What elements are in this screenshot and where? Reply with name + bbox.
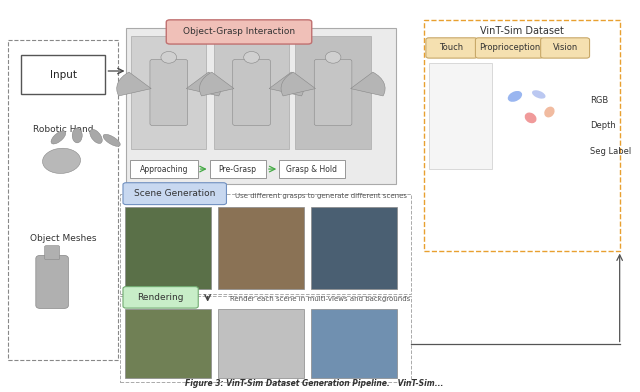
Ellipse shape bbox=[90, 129, 102, 143]
FancyBboxPatch shape bbox=[218, 207, 303, 289]
Ellipse shape bbox=[532, 90, 545, 99]
FancyBboxPatch shape bbox=[426, 38, 477, 58]
Ellipse shape bbox=[508, 91, 522, 102]
Text: Robotic Hand: Robotic Hand bbox=[33, 125, 93, 134]
FancyBboxPatch shape bbox=[20, 55, 106, 94]
FancyBboxPatch shape bbox=[314, 59, 352, 126]
FancyBboxPatch shape bbox=[209, 160, 266, 178]
FancyBboxPatch shape bbox=[123, 287, 198, 308]
Text: Object-Grasp Interaction: Object-Grasp Interaction bbox=[183, 27, 295, 36]
Text: Pre-Grasp: Pre-Grasp bbox=[219, 165, 257, 174]
FancyBboxPatch shape bbox=[279, 160, 345, 178]
FancyBboxPatch shape bbox=[166, 20, 312, 44]
Text: Scene Generation: Scene Generation bbox=[134, 189, 215, 198]
Text: Vision: Vision bbox=[552, 44, 578, 53]
FancyBboxPatch shape bbox=[45, 246, 60, 260]
FancyBboxPatch shape bbox=[541, 38, 589, 58]
FancyBboxPatch shape bbox=[311, 309, 397, 377]
FancyBboxPatch shape bbox=[125, 309, 211, 377]
Text: Touch: Touch bbox=[440, 44, 463, 53]
Ellipse shape bbox=[51, 131, 66, 144]
Wedge shape bbox=[351, 72, 385, 96]
Text: Proprioception: Proprioception bbox=[479, 44, 540, 53]
FancyBboxPatch shape bbox=[36, 255, 68, 309]
Ellipse shape bbox=[103, 134, 120, 146]
Text: Object Meshes: Object Meshes bbox=[30, 234, 97, 243]
Text: VinT-Sim Dataset: VinT-Sim Dataset bbox=[480, 26, 564, 36]
Text: Grasp & Hold: Grasp & Hold bbox=[286, 165, 337, 174]
FancyBboxPatch shape bbox=[125, 207, 211, 289]
Ellipse shape bbox=[42, 148, 81, 173]
Ellipse shape bbox=[544, 107, 555, 118]
FancyBboxPatch shape bbox=[218, 309, 303, 377]
Text: Approaching: Approaching bbox=[140, 165, 188, 174]
Text: Figure 3: VinT-Sim Dataset Generation Pipeline.   VinT-Sim...: Figure 3: VinT-Sim Dataset Generation Pi… bbox=[185, 379, 444, 388]
FancyBboxPatch shape bbox=[214, 36, 289, 149]
Wedge shape bbox=[186, 72, 221, 96]
Text: Seg Label: Seg Label bbox=[590, 147, 632, 156]
Text: Use different grasps to generate different scenes: Use different grasps to generate differe… bbox=[234, 193, 406, 199]
FancyBboxPatch shape bbox=[130, 160, 198, 178]
FancyBboxPatch shape bbox=[429, 63, 492, 169]
Wedge shape bbox=[116, 72, 151, 96]
FancyBboxPatch shape bbox=[123, 183, 227, 205]
Ellipse shape bbox=[244, 51, 259, 63]
Text: Rendering: Rendering bbox=[138, 293, 184, 302]
Ellipse shape bbox=[325, 51, 341, 63]
Text: RGB: RGB bbox=[590, 96, 609, 105]
FancyBboxPatch shape bbox=[150, 59, 188, 126]
Wedge shape bbox=[281, 72, 316, 96]
Ellipse shape bbox=[525, 113, 536, 123]
FancyBboxPatch shape bbox=[131, 36, 206, 149]
Wedge shape bbox=[269, 72, 303, 96]
Wedge shape bbox=[200, 72, 234, 96]
Text: Render each scene in multi-views and backgrounds: Render each scene in multi-views and bac… bbox=[230, 296, 411, 302]
FancyBboxPatch shape bbox=[311, 207, 397, 289]
FancyBboxPatch shape bbox=[233, 59, 270, 126]
FancyBboxPatch shape bbox=[476, 38, 543, 58]
FancyBboxPatch shape bbox=[126, 28, 396, 184]
FancyBboxPatch shape bbox=[296, 36, 371, 149]
Ellipse shape bbox=[161, 51, 177, 63]
Text: Depth: Depth bbox=[590, 121, 616, 130]
Ellipse shape bbox=[72, 128, 82, 143]
Text: Input: Input bbox=[50, 70, 77, 80]
